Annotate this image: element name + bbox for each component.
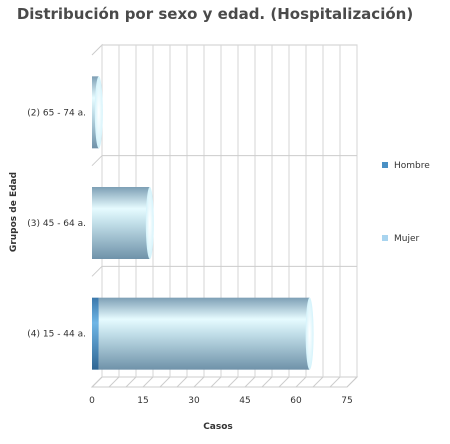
x-tick-label: 60 — [290, 396, 302, 406]
floor-line — [193, 376, 205, 388]
bar-end-cap — [305, 297, 314, 370]
floor-line — [244, 376, 256, 388]
x-tick-label: 75 — [341, 396, 352, 406]
floor-line — [329, 376, 341, 388]
y-axis-label: Grupos de Edad — [9, 172, 19, 252]
axis-ticks: 0 15 30 45 60 75 (2) 65 - 74 a. (3) 45 - 64 a. (… — [27, 108, 352, 406]
floor-line — [159, 376, 171, 388]
bars — [92, 76, 314, 370]
y-tick-label: (4) 15 - 44 a. — [27, 330, 86, 340]
bar-mujer — [92, 187, 150, 259]
legend-swatch — [382, 162, 388, 168]
bar-hombre — [92, 297, 99, 370]
legend-swatch — [382, 235, 388, 241]
bar-mujer — [98, 297, 310, 370]
legend-label: Mujer — [394, 234, 420, 244]
legend: Hombre Mujer — [382, 161, 430, 244]
category-separator — [91, 155, 103, 167]
bar-end-cap — [145, 187, 154, 259]
floor-line — [142, 376, 154, 388]
floor-line — [176, 376, 188, 388]
bar-end-cap — [94, 76, 103, 149]
floor-line — [210, 376, 222, 388]
x-tick-label: 15 — [137, 396, 148, 406]
floor-line — [108, 376, 120, 388]
x-tick-label: 45 — [239, 396, 250, 406]
floor-line — [295, 376, 307, 388]
floor-line — [312, 376, 324, 388]
floor-line — [125, 376, 137, 388]
x-axis-label: Casos — [203, 422, 233, 432]
category-separator — [91, 265, 103, 277]
floor-line — [346, 376, 358, 388]
floor-line — [91, 376, 103, 388]
chart-title: Distribución por sexo y edad. (Hospitali… — [17, 5, 413, 23]
legend-label: Hombre — [394, 161, 430, 171]
floor-line — [261, 376, 273, 388]
y-tick-label: (3) 45 - 64 a. — [27, 219, 86, 229]
x-tick-label: 30 — [188, 396, 200, 406]
y-tick-label: (2) 65 - 74 a. — [27, 108, 86, 118]
floor — [90, 376, 359, 388]
x-tick-label: 0 — [89, 396, 95, 406]
floor-line — [227, 376, 239, 388]
floor-line — [278, 376, 290, 388]
